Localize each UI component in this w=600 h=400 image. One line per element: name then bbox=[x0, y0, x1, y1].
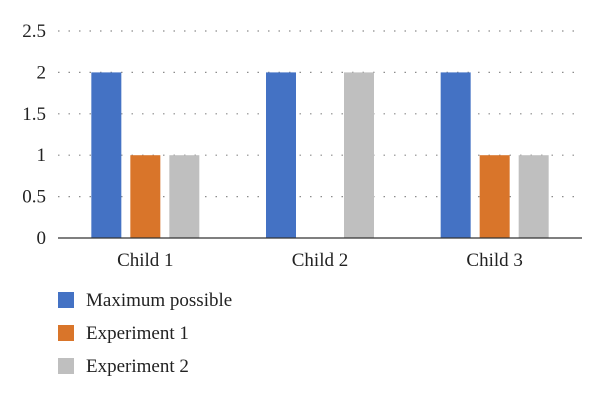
legend-label: Experiment 1 bbox=[86, 323, 189, 344]
legend-swatch bbox=[58, 292, 74, 308]
bar-experiment-1-child-3 bbox=[479, 155, 510, 238]
bar-maximum-possible-child-3 bbox=[440, 72, 471, 239]
y-tick-label: 2.5 bbox=[22, 21, 46, 42]
bar-experiment-2-child-2 bbox=[344, 72, 374, 239]
bar-experiment-2-child-3 bbox=[518, 155, 549, 238]
y-tick-label: 2 bbox=[37, 62, 47, 83]
legend: Maximum possible Experiment 1 Experiment 2 bbox=[58, 290, 232, 377]
y-tick-label: 0 bbox=[37, 228, 47, 249]
y-tick-label: 1.5 bbox=[22, 104, 46, 125]
legend-label: Experiment 2 bbox=[86, 356, 189, 377]
legend-swatch bbox=[58, 358, 74, 374]
bars bbox=[91, 72, 549, 239]
x-tick-label: Child 3 bbox=[466, 250, 522, 271]
x-tick-label: Child 2 bbox=[292, 250, 348, 271]
bar-maximum-possible-child-1 bbox=[91, 72, 122, 239]
legend-label: Maximum possible bbox=[86, 290, 232, 311]
y-tick-labels: 0 0.5 1 1.5 2 2.5 bbox=[22, 21, 46, 249]
y-tick-label: 0.5 bbox=[22, 187, 46, 208]
bar-maximum-possible-child-2 bbox=[266, 72, 296, 239]
x-tick-label: Child 1 bbox=[117, 250, 173, 271]
y-tick-label: 1 bbox=[37, 145, 47, 166]
bar-experiment-1-child-1 bbox=[130, 155, 161, 238]
bar-experiment-2-child-1 bbox=[169, 155, 200, 238]
x-tick-labels: Child 1 Child 2 Child 3 bbox=[117, 250, 523, 271]
legend-swatch bbox=[58, 325, 74, 341]
